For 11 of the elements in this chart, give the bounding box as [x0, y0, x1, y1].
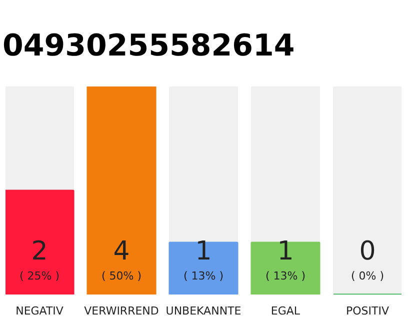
- data-label: 0 ( 0% ): [350, 236, 384, 282]
- data-label: 1 ( 13% ): [183, 236, 224, 282]
- x-tick-label: NEGATIV: [16, 304, 64, 318]
- x-tick-label: UNBEKANNTE: [166, 304, 242, 318]
- data-label: 4 ( 50% ): [102, 236, 142, 282]
- data-label: 1 ( 13% ): [265, 236, 306, 282]
- x-tick-label: EGAL: [270, 304, 301, 318]
- data-label: 2 ( 25% ): [20, 236, 60, 282]
- x-tick-label: POSITIV: [346, 304, 390, 318]
- x-tick-label: VERWIRREND: [84, 304, 159, 318]
- chart-title: 04930255582614: [2, 28, 295, 64]
